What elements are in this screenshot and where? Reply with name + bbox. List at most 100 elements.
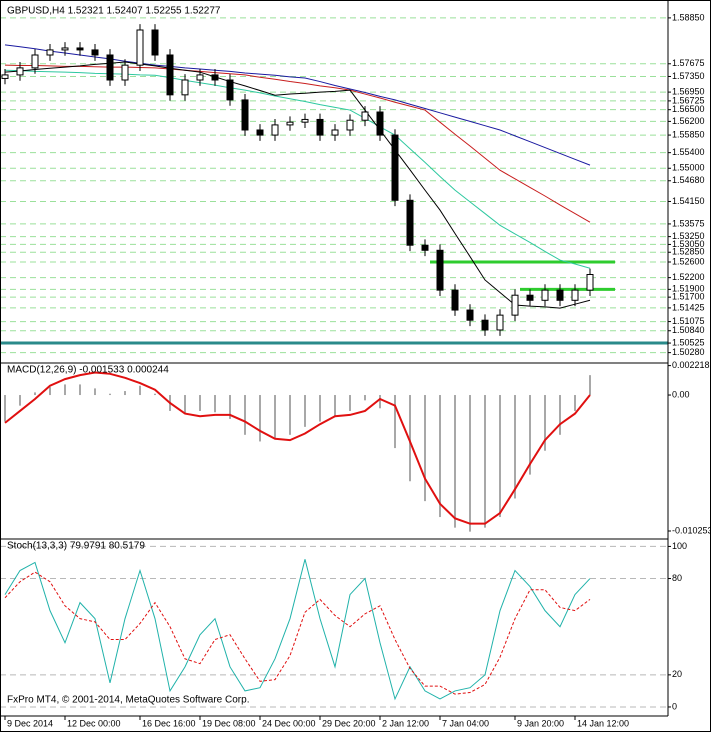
histogram-bar xyxy=(334,395,336,417)
candle-body xyxy=(571,289,579,301)
y-tick-label: 1.51075 xyxy=(672,316,705,326)
histogram-bar xyxy=(529,395,531,475)
y-tick-label: 1.52600 xyxy=(672,256,705,266)
candle-body xyxy=(166,54,174,96)
candle-body xyxy=(121,64,129,81)
copyright: FxPro MT4, © 2001-2014, MetaQuotes Softw… xyxy=(7,695,249,706)
y-tick-label: 80 xyxy=(672,573,682,583)
histogram-bar xyxy=(19,395,21,406)
histogram-bar xyxy=(109,393,111,396)
y-tick-label: 1.50525 xyxy=(672,337,705,347)
candle-body xyxy=(31,54,39,69)
moving-average xyxy=(4,69,591,269)
candle-body xyxy=(181,79,189,96)
candle-body xyxy=(256,129,264,136)
y-tick-label: 1.55000 xyxy=(672,163,705,173)
candle-body xyxy=(421,244,429,251)
y-tick-label: 1.51700 xyxy=(672,292,705,302)
histogram-bar xyxy=(394,395,396,449)
x-tick-label: 2 Jan 12:00 xyxy=(382,718,429,728)
x-tick-label: 12 Dec 00:00 xyxy=(67,718,121,728)
candle-body xyxy=(286,121,294,126)
candle-body xyxy=(511,294,519,316)
panel-title: GBPUSD,H4 1.52321 1.52407 1.52255 1.5227… xyxy=(7,6,221,17)
moving-average xyxy=(4,61,591,309)
candle-body xyxy=(1,74,9,79)
y-tick-label: 1.54150 xyxy=(672,196,705,206)
y-tick-label: 1.56725 xyxy=(672,95,705,105)
histogram-bar xyxy=(289,395,291,435)
histogram-bar xyxy=(379,395,381,409)
y-tick-label: 1.56950 xyxy=(672,86,705,96)
y-tick-label: 1.57675 xyxy=(672,58,705,68)
histogram-bar xyxy=(34,392,36,396)
x-tick-label: 9 Jan 20:00 xyxy=(517,718,564,728)
y-tick-label: 1.53250 xyxy=(672,231,705,241)
histogram-bar xyxy=(409,395,411,482)
x-tick-label: 9 Dec 2014 xyxy=(7,718,53,728)
histogram-bar xyxy=(589,375,591,396)
y-tick-label: 1.53575 xyxy=(672,218,705,228)
y-tick-label: 1.55850 xyxy=(672,129,705,139)
candle-body xyxy=(106,54,114,81)
histogram-bar xyxy=(259,395,261,442)
x-tick-label: 7 Jan 04:00 xyxy=(442,718,489,728)
histogram-bar xyxy=(274,395,276,439)
histogram-bar xyxy=(574,395,576,411)
candle-body xyxy=(496,314,504,331)
signal-line xyxy=(4,371,591,525)
candle-body xyxy=(361,111,369,121)
stoch-line xyxy=(4,571,591,695)
candle-body xyxy=(481,319,489,331)
candle-body xyxy=(316,118,324,136)
histogram-bar xyxy=(154,393,156,396)
histogram-bar xyxy=(139,385,141,396)
y-tick-label: 1.56500 xyxy=(672,104,705,114)
x-tick-label: 29 Dec 20:00 xyxy=(322,718,376,728)
y-tick-label: 1.53050 xyxy=(672,239,705,249)
y-tick-label: -0.010253 xyxy=(672,525,711,535)
histogram-bar xyxy=(349,395,351,411)
histogram-bar xyxy=(229,395,231,419)
y-tick-label: 1.50840 xyxy=(672,325,705,335)
histogram-bar xyxy=(304,395,306,427)
y-tick-label: 1.51900 xyxy=(672,284,705,294)
candle-body xyxy=(466,309,474,321)
histogram-bar xyxy=(499,395,501,518)
histogram-bar xyxy=(124,391,126,396)
x-tick-label: 16 Dec 16:00 xyxy=(142,718,196,728)
candle-body xyxy=(76,47,84,51)
y-tick-label: 1.52850 xyxy=(672,247,705,257)
histogram-bar xyxy=(424,395,426,502)
panel-title: Stoch(13,3,3) 79.9791 80.5179 xyxy=(7,541,145,552)
candle-body xyxy=(346,119,354,131)
candle-body xyxy=(241,99,249,131)
panel-title: MACD(12,26,9) -0.001533 0.000244 xyxy=(7,365,169,376)
y-tick-label: 0.002218 xyxy=(672,360,710,370)
x-tick-label: 14 Jan 12:00 xyxy=(577,718,629,728)
candle-body xyxy=(271,124,279,136)
stoch-line xyxy=(4,559,591,701)
histogram-bar xyxy=(79,384,81,396)
candle-body xyxy=(46,49,54,56)
candle-body xyxy=(556,289,564,301)
y-tick-label: 1.50280 xyxy=(672,347,705,357)
x-tick-label: 24 Dec 00:00 xyxy=(262,718,316,728)
histogram-bar xyxy=(319,395,321,422)
candle-body xyxy=(61,47,69,51)
candle-body xyxy=(586,274,594,291)
candle-body xyxy=(331,129,339,136)
y-tick-label: 1.55400 xyxy=(672,147,705,157)
candle-body xyxy=(301,118,309,123)
y-tick-label: 1.52200 xyxy=(672,272,705,282)
histogram-bar xyxy=(469,395,471,532)
histogram-bar xyxy=(364,395,366,401)
candle-body xyxy=(91,49,99,56)
x-tick-label: 19 Dec 08:00 xyxy=(202,718,256,728)
y-tick-label: 0.00 xyxy=(672,389,690,399)
y-tick-label: 1.58850 xyxy=(672,12,705,22)
histogram-bar xyxy=(214,395,216,413)
moving-average xyxy=(4,44,591,166)
y-tick-label: 1.57350 xyxy=(672,71,705,81)
